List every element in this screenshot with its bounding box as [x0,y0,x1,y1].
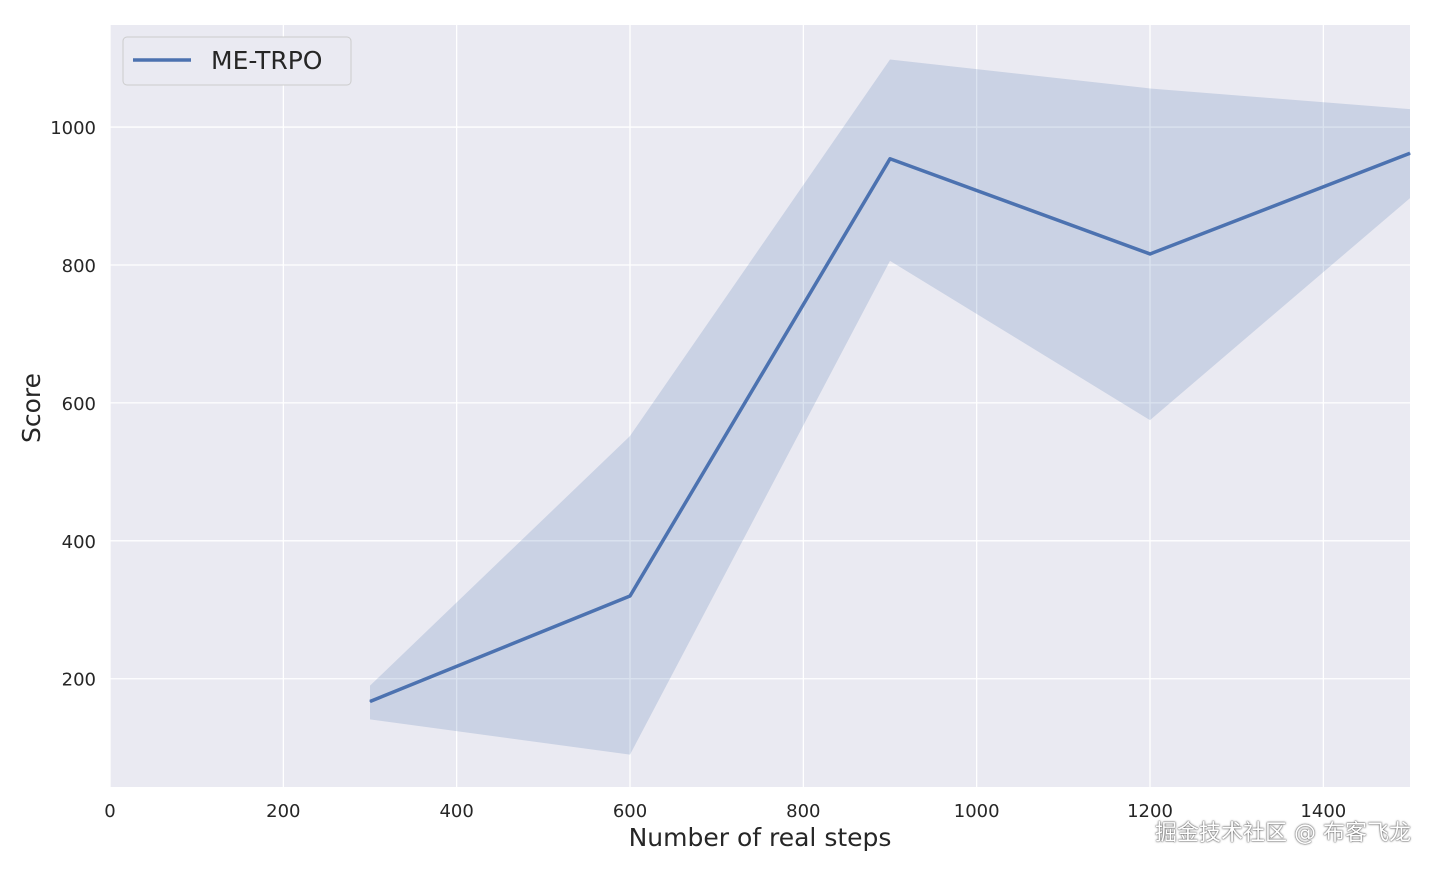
x-tick-label: 400 [439,801,473,822]
data-point [1409,152,1411,154]
x-tick-label: 600 [613,801,647,822]
x-tick-label: 1000 [954,801,1000,822]
x-tick-label: 200 [266,801,300,822]
confidence-bands [370,59,1410,755]
data-point [629,595,631,597]
data-point [1149,253,1151,255]
y-tick-label: 1000 [50,118,96,139]
grid [109,25,1410,787]
y-tick-label: 400 [62,532,96,553]
x-tick-label: 1400 [1300,801,1346,822]
data-point [369,700,371,702]
x-tick-label: 0 [104,801,115,822]
x-tick-label: 800 [786,801,820,822]
y-tick-label: 800 [62,256,96,277]
y-tick-labels: 200 400 600 800 1000 [50,118,96,691]
y-tick-label: 600 [62,394,96,415]
x-tick-label: 1200 [1127,801,1173,822]
x-axis-label: Number of real steps [629,823,892,852]
series-lines [369,151,1411,704]
y-axis-label: Score [17,373,46,443]
legend: ME-TRPO [122,36,352,86]
legend-box [122,36,352,86]
plot-background [110,25,1410,787]
confidence-band [370,59,1410,755]
x-tick-labels: 0 200 400 600 800 1000 1200 1400 [104,801,1346,822]
legend-label-me-trpo: ME-TRPO [211,46,323,75]
y-tick-label: 200 [62,670,96,691]
watermark: 掘金技术社区 @ 布客飞龙 [1155,821,1411,846]
data-point [889,158,891,160]
